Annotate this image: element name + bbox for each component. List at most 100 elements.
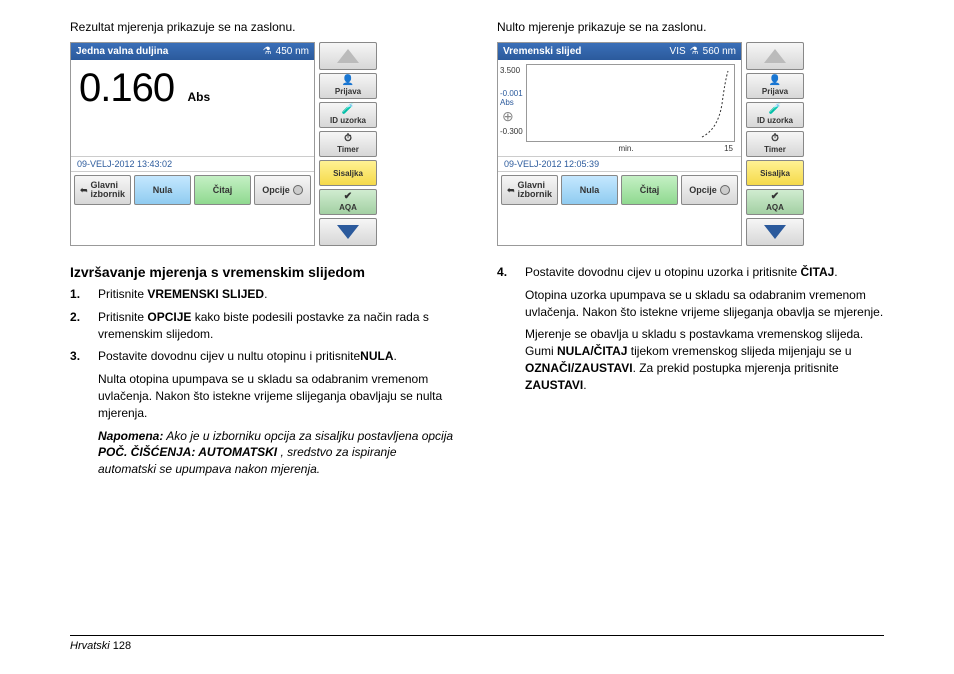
sample-icon: 🧪 <box>769 105 781 115</box>
citaj-button[interactable]: Čitaj <box>194 175 251 205</box>
reading-value: 0.160 <box>79 66 174 110</box>
timer-icon: ⏱ <box>344 134 352 144</box>
opcije-label: Opcije <box>689 185 717 195</box>
prijava-button[interactable]: 👤 Prijava <box>319 73 377 99</box>
step-3-bold: NULA <box>360 349 393 363</box>
step-4-text-c: . <box>834 265 837 279</box>
scroll-up-button[interactable] <box>746 42 804 70</box>
footer-lang: Hrvatski <box>70 640 110 652</box>
flask-icon: ⚗ <box>263 46 272 57</box>
step-3-para: Nulta otopina upumpava se u skladu sa od… <box>98 371 457 421</box>
check-icon: ✔ <box>344 192 352 202</box>
step-3: Postavite dovodnu cijev u nultu otopinu … <box>70 348 457 478</box>
step-4-para-1: Otopina uzorka upumpava se u skladu sa o… <box>525 287 884 321</box>
chevron-down-icon <box>337 225 359 239</box>
chart-plot <box>526 64 735 142</box>
right-intro: Nulto mjerenje prikazuje se na zaslonu. <box>497 20 884 34</box>
id-uzorka-button[interactable]: 🧪 ID uzorka <box>746 102 804 128</box>
sample-icon: 🧪 <box>342 105 354 115</box>
main-menu-button[interactable]: ➦ Glavni izbornik <box>74 175 131 205</box>
person-icon: 👤 <box>342 76 354 86</box>
note-text-b: Ako je u izborniku opcija za sisaljku po… <box>163 429 453 443</box>
back-icon: ➦ <box>80 185 88 196</box>
gear-icon <box>720 185 730 195</box>
nula-button[interactable]: Nula <box>561 175 618 205</box>
check-icon: ✔ <box>771 192 779 202</box>
s4p2-f: ZAUSTAVI <box>525 378 583 392</box>
footer-page: 128 <box>110 640 131 652</box>
menu-label-2: izbornik <box>518 189 553 199</box>
step-1: Pritisnite VREMENSKI SLIJED. <box>70 286 457 303</box>
timer-label: Timer <box>337 145 359 154</box>
wavelength: 560 nm <box>703 46 736 57</box>
steps-list-left: Pritisnite VREMENSKI SLIJED. Pritisnite … <box>70 286 457 478</box>
nula-button[interactable]: Nula <box>134 175 191 205</box>
steps-list-right: Postavite dovodnu cijev u otopinu uzorka… <box>497 264 884 394</box>
opcije-button[interactable]: Opcije <box>681 175 738 205</box>
device-sidebar: 👤 Prijava 🧪 ID uzorka ⏱ Timer Sisaljka ✔… <box>319 42 377 246</box>
step-2: Pritisnite OPCIJE kako biste podesili po… <box>70 309 457 343</box>
timer-button[interactable]: ⏱ Timer <box>319 131 377 157</box>
step-4: Postavite dovodnu cijev u otopinu uzorka… <box>497 264 884 394</box>
flask-icon: ⚗ <box>690 46 699 57</box>
step-3-note: Napomena: Ako je u izborniku opcija za s… <box>98 428 457 478</box>
y-axis-labels: 3.500 -0.001 Abs -0.300 <box>500 66 523 136</box>
button-row: ➦ Glavni izbornik Nula Čitaj Opcije <box>498 171 741 208</box>
step-1-bold: VREMENSKI SLIJED <box>147 287 264 301</box>
y-mid-unit: Abs <box>500 98 523 107</box>
button-row: ➦ Glavni izbornik Nula Čitaj Opcije <box>71 171 314 208</box>
scroll-down-button[interactable] <box>746 218 804 246</box>
aqa-button[interactable]: ✔ AQA <box>319 189 377 215</box>
main-menu-button[interactable]: ➦ Glavni izbornik <box>501 175 558 205</box>
scroll-down-button[interactable] <box>319 218 377 246</box>
sisaljka-button[interactable]: Sisaljka <box>319 160 377 186</box>
timer-label: Timer <box>764 145 786 154</box>
step-4-para-2: Mjerenje se obavlja u skladu s postavkam… <box>525 326 884 393</box>
scroll-up-button[interactable] <box>319 42 377 70</box>
prijava-button[interactable]: 👤 Prijava <box>746 73 804 99</box>
x-right: 15 <box>724 144 733 153</box>
reading-area: 0.160 Abs <box>71 60 314 156</box>
sisaljka-button[interactable]: Sisaljka <box>746 160 804 186</box>
wavelength: 450 nm <box>276 46 309 57</box>
screen-title: Vremenski slijed <box>503 46 581 57</box>
step-3-text-a: Postavite dovodnu cijev u nultu otopinu … <box>98 349 360 363</box>
y-bot: -0.300 <box>500 127 523 136</box>
s4p2-b: NULA/ČITAJ <box>557 344 627 358</box>
step-2-bold: OPCIJE <box>147 310 191 324</box>
device-screen: Vremenski slijed VIS ⚗ 560 nm 3.500 -0.0… <box>497 42 742 246</box>
left-intro: Rezultat mjerenja prikazuje se na zaslon… <box>70 20 457 34</box>
screen-title: Jedna valna duljina <box>76 46 168 57</box>
chart-area: 3.500 -0.001 Abs -0.300 ⊕ min. 1 <box>498 60 741 156</box>
timestamp: 09-VELJ-2012 13:43:02 <box>71 156 314 171</box>
page-footer: Hrvatski 128 <box>70 635 884 652</box>
titlebar: Vremenski slijed VIS ⚗ 560 nm <box>498 43 741 60</box>
step-1-text-a: Pritisnite <box>98 287 147 301</box>
aqa-button[interactable]: ✔ AQA <box>746 189 804 215</box>
prijava-label: Prijava <box>762 87 788 96</box>
sisaljka-label: Sisaljka <box>760 169 790 178</box>
id-uzorka-label: ID uzorka <box>757 116 793 125</box>
step-3-text-c: . <box>394 349 397 363</box>
opcije-button[interactable]: Opcije <box>254 175 311 205</box>
chevron-down-icon <box>764 225 786 239</box>
section-heading: Izvršavanje mjerenja s vremenskim slijed… <box>70 264 457 280</box>
x-axis-labels: min. 15 <box>502 144 737 153</box>
id-uzorka-button[interactable]: 🧪 ID uzorka <box>319 102 377 128</box>
opcije-label: Opcije <box>262 185 290 195</box>
step-4-bold-b: ČITAJ <box>801 265 835 279</box>
reading-unit: Abs <box>187 90 210 104</box>
timer-button[interactable]: ⏱ Timer <box>746 131 804 157</box>
timer-icon: ⏱ <box>771 134 779 144</box>
s4p2-g: . <box>583 378 586 392</box>
chevron-up-icon <box>337 49 359 63</box>
gear-icon <box>293 185 303 195</box>
mode-label: VIS <box>670 46 686 57</box>
device-sidebar: 👤 Prijava 🧪 ID uzorka ⏱ Timer Sisaljka ✔… <box>746 42 804 246</box>
titlebar-right: ⚗ 450 nm <box>263 46 309 57</box>
step-4-text-a: Postavite dovodnu cijev u otopinu uzorka… <box>525 265 801 279</box>
chart-curve-icon <box>700 69 730 139</box>
citaj-button[interactable]: Čitaj <box>621 175 678 205</box>
zoom-icon[interactable]: ⊕ <box>502 108 514 125</box>
person-icon: 👤 <box>769 76 781 86</box>
